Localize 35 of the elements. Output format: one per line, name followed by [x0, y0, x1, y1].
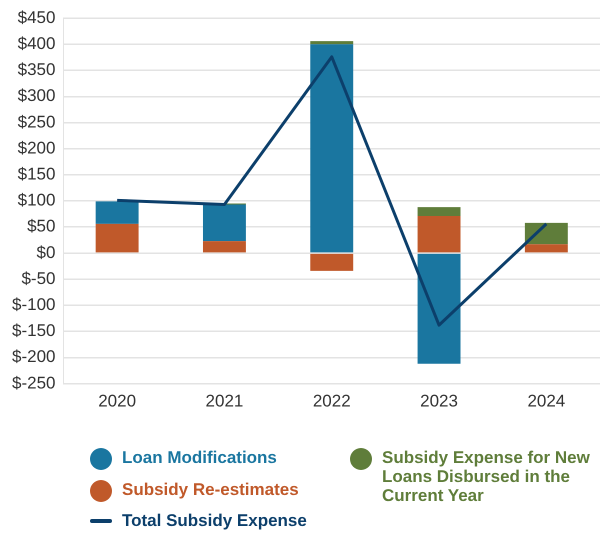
- y-tick-label: $-50: [21, 268, 56, 288]
- bar: [96, 224, 139, 252]
- bar: [418, 216, 461, 252]
- bar: [310, 41, 354, 44]
- x-tick-label: 2022: [312, 391, 351, 410]
- legend-label: Total Subsidy Expense: [122, 511, 307, 530]
- y-tick-label: $450: [18, 8, 56, 27]
- y-tick-label: $-150: [12, 321, 56, 340]
- y-tick-label: $300: [18, 86, 56, 106]
- y-tick-label: $400: [18, 34, 56, 53]
- y-tick-label: $50: [27, 216, 56, 236]
- y-tick-label: $-100: [12, 294, 56, 314]
- legend-label: Loan Modifications: [122, 448, 277, 467]
- bar: [418, 207, 461, 216]
- bar: [310, 254, 354, 271]
- x-tick-label: 2024: [527, 391, 566, 410]
- y-tick-label: $0: [36, 242, 56, 262]
- bar: [202, 241, 246, 252]
- bar: [96, 201, 139, 224]
- legend-label: Subsidy Re-estimates: [122, 480, 299, 498]
- x-tick-label: 2020: [98, 391, 136, 410]
- x-tick-label: 2023: [420, 391, 458, 410]
- x-tick-label: 2021: [206, 391, 244, 410]
- legend-label: Subsidy Expense for New Loans Disbursed in the Current Year: [382, 448, 591, 505]
- y-tick-label: $350: [18, 60, 56, 80]
- y-tick-label: $250: [18, 112, 56, 132]
- y-tick-label: $150: [18, 164, 56, 184]
- y-tick-label: $-200: [12, 347, 56, 366]
- bar: [310, 44, 354, 252]
- y-tick-label: $-250: [12, 373, 56, 392]
- bar: [418, 254, 461, 364]
- bar: [524, 244, 568, 252]
- bar: [202, 204, 246, 242]
- y-tick-label: $200: [18, 138, 56, 158]
- y-tick-label: $100: [18, 190, 56, 210]
